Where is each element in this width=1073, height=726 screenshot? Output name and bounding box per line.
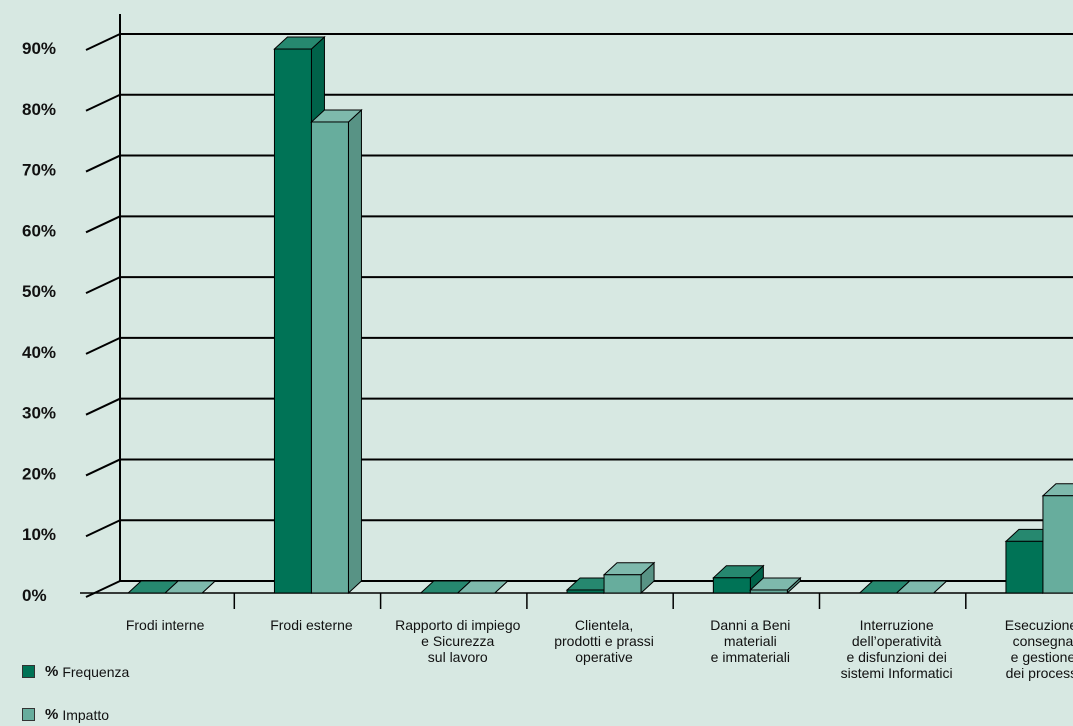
legend-item-impatto: % Impatto (22, 706, 109, 723)
x-category-label: Clientela, (575, 617, 633, 633)
x-category-label: e immateriali (711, 649, 790, 665)
bar-side (347, 108, 362, 595)
x-category-label: Interruzione (860, 617, 934, 633)
x-category-label: prodotti e prassi (554, 633, 654, 649)
bar-impatto-2 (456, 580, 510, 594)
gridline-depth (85, 93, 121, 112)
y-tick-label: 40% (22, 343, 56, 362)
x-category-label: e gestione (1011, 649, 1073, 665)
legend-swatch-frequenza (22, 665, 35, 678)
y-tick-label: 70% (22, 161, 56, 180)
x-category-label: dei processi (1006, 665, 1073, 681)
x-category-label: Frodi esterne (270, 617, 353, 633)
bar-impatto-5 (895, 580, 948, 594)
gridline-depth (85, 580, 121, 598)
x-category-label: Esecuzione, (1005, 617, 1073, 633)
x-category-label: consegna (1013, 633, 1073, 649)
x-category-label: materiali (724, 633, 777, 649)
y-tick-label: 60% (22, 221, 56, 240)
legend-swatch-impatto (22, 708, 35, 721)
legend-item-frequenza: % Frequenza (22, 663, 129, 680)
gridline-depth (85, 215, 121, 234)
y-tick-label: 20% (22, 464, 56, 483)
bar-top (1041, 483, 1073, 497)
bar-impatto-6 (1041, 483, 1073, 594)
chart-gridlines (85, 33, 1073, 598)
bar-front (273, 48, 312, 594)
x-category-label: Frodi interne (126, 617, 205, 633)
legend-label-impatto: Impatto (62, 706, 110, 723)
gridline-depth (85, 519, 121, 538)
bar-front (749, 589, 788, 594)
legend-percent-symbol: % (45, 663, 59, 680)
bar-front (1042, 495, 1073, 594)
gridline-depth (85, 276, 121, 295)
legend-percent-symbol: % (45, 706, 59, 723)
bar-impatto-0 (163, 580, 217, 594)
y-tick-label: 30% (22, 404, 56, 423)
chart-bars (126, 35, 1073, 595)
x-category-label: Rapporto di impiego (395, 617, 521, 633)
x-category-label: e disfunzioni dei (846, 649, 946, 665)
bar-front (566, 589, 605, 594)
y-tick-label: 0% (22, 586, 47, 605)
legend-label-frequenza: Frequenza (62, 663, 130, 680)
gridline-depth (85, 154, 121, 173)
chart-labels: 0% 10% 20% 30% 40% 50% 60% 70% 80% 90% Frodi inter… (22, 39, 1073, 681)
y-tick-label: 90% (22, 39, 56, 58)
y-tick-label: 50% (22, 282, 56, 301)
bar-front (1005, 540, 1044, 594)
bar-impatto-1 (310, 108, 363, 595)
gridline-depth (85, 33, 121, 51)
gridline-depth (85, 458, 121, 477)
y-tick-label: 10% (22, 525, 56, 544)
x-category-label: operative (575, 649, 633, 665)
bar-frequenza-4 (712, 564, 765, 595)
bar-impatto-4 (749, 576, 802, 595)
bar-top (163, 580, 217, 594)
x-category-label: dell’operatività (852, 633, 942, 649)
x-category-label: Danni a Beni (710, 617, 790, 633)
bar-front (310, 121, 349, 594)
gridline-depth (85, 397, 121, 416)
x-category-label: sul lavoro (428, 649, 488, 665)
bar-front (603, 574, 642, 594)
y-tick-label: 80% (22, 100, 56, 119)
bar-impatto-3 (602, 561, 656, 595)
gridline-depth (85, 336, 121, 355)
bar-top (895, 580, 948, 594)
x-category-label: sistemi Informatici (841, 665, 953, 681)
x-category-label: e Sicurezza (421, 633, 494, 649)
bar-front (712, 577, 751, 594)
bar-top (456, 580, 510, 594)
